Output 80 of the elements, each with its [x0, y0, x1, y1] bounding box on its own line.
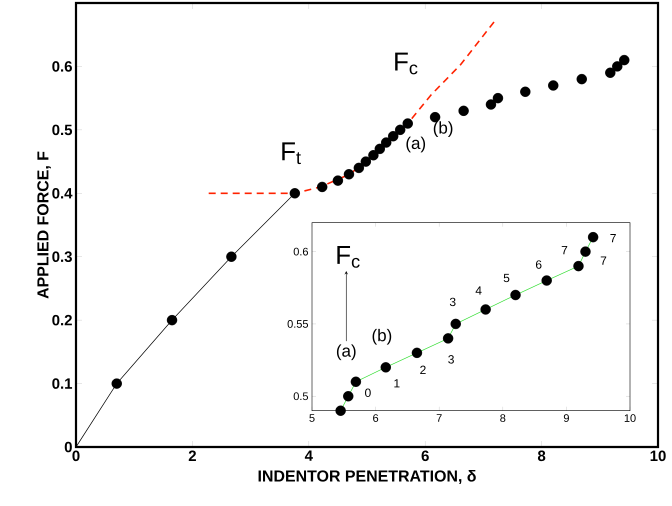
annotation: 7 [610, 234, 616, 242]
point [541, 275, 552, 286]
y-tick-label: 0.4 [52, 188, 72, 199]
point [450, 318, 461, 330]
point [332, 175, 344, 186]
x-tick-label: 0 [72, 450, 80, 462]
point [388, 131, 398, 142]
point [350, 376, 362, 387]
x-axis-title: INDENTOR PENETRATION, δ [258, 470, 476, 484]
point [394, 124, 406, 136]
point [619, 54, 630, 66]
point [442, 333, 454, 344]
annotation: 4 [476, 286, 482, 295]
point [368, 150, 379, 160]
point [374, 144, 386, 154]
annotation: 0 [365, 388, 371, 397]
x-tick-label: 10 [624, 414, 636, 422]
annotation: 2 [420, 366, 426, 374]
point [412, 348, 422, 358]
point [343, 391, 354, 402]
annotation: (b) [434, 121, 452, 138]
y-tick-label: 0.55 [288, 320, 308, 328]
x-tick-label: 5 [309, 414, 315, 422]
annotation: (b) [372, 328, 392, 345]
annotation: 5 [504, 274, 510, 282]
point [492, 92, 504, 104]
y-tick-label: 0.6 [294, 248, 308, 256]
point [360, 156, 372, 167]
point [612, 61, 622, 72]
point [402, 118, 413, 129]
x-tick-label: 4 [304, 450, 313, 461]
x-tick-label: 8 [538, 450, 546, 462]
point [486, 99, 496, 110]
point [605, 68, 616, 78]
point [226, 252, 237, 262]
annotation: 1 [394, 379, 400, 388]
y-tick-label: 0.5 [294, 392, 308, 400]
x-tick-label: 9 [564, 414, 569, 422]
x-tick-label: 6 [373, 414, 378, 422]
x-tick-label: 8 [500, 414, 506, 422]
point [166, 314, 178, 326]
y-tick-label: 0.6 [52, 61, 72, 72]
annotation: 7 [562, 246, 568, 254]
point [380, 362, 391, 373]
point [548, 80, 558, 91]
annotation: 3 [450, 298, 456, 306]
y-tick-label: 0.5 [52, 124, 72, 136]
point [573, 260, 584, 272]
point [112, 378, 122, 389]
point [290, 188, 300, 198]
annotation: F$_{c}$ [395, 52, 418, 74]
annotation: (a) [406, 136, 426, 152]
point [344, 169, 354, 180]
point [354, 162, 364, 174]
point [520, 86, 531, 97]
point [458, 106, 469, 116]
point [335, 406, 346, 416]
y-tick-label: 0.1 [52, 378, 72, 389]
annotation: F$_{c}$ [337, 246, 360, 268]
annotation: 6 [536, 260, 542, 269]
x-tick-label: 7 [436, 414, 442, 422]
y-tick-label: 0 [64, 442, 72, 452]
y-tick-label: 0.2 [52, 314, 72, 326]
annotation: (a) [336, 344, 356, 360]
y-axis-title: APPLIED FORCE, F [37, 152, 51, 299]
point [580, 246, 591, 257]
point [381, 137, 392, 148]
annotation: 3 [448, 355, 454, 364]
point [588, 232, 598, 242]
annotation: 7 [600, 256, 606, 265]
point [480, 304, 491, 315]
point [510, 290, 521, 300]
x-tick-label: 6 [422, 450, 429, 462]
x-tick-label: 2 [188, 450, 196, 461]
point [430, 112, 440, 122]
point [316, 182, 328, 192]
x-tick-label: 10 [650, 450, 666, 462]
y-tick-label: 0.3 [52, 251, 72, 262]
point [576, 74, 587, 84]
annotation: F$_{t}$ [282, 142, 301, 164]
